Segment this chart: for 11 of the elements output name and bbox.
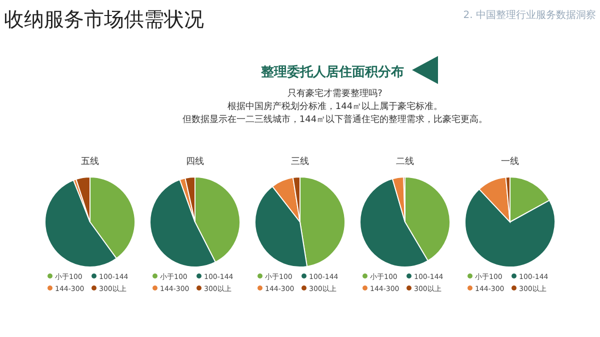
- chart-title: 二线: [396, 156, 414, 167]
- text: 2. 中国整理行业服务数据洞察: [463, 9, 596, 21]
- text: 但数据显示在一二三线城市，144㎡以下普通住宅的整理需求，比豪宅更高。: [182, 114, 488, 125]
- text: 只有豪宅才需要整理吗?: [288, 88, 383, 99]
- text: 收纳服务市场供需状况: [4, 7, 204, 31]
- chart-title: 三线: [291, 156, 309, 167]
- chart-title: 五线: [81, 156, 99, 167]
- text: 根据中国房产税划分标准，144㎡以上属于豪宅标准。: [227, 101, 443, 112]
- chart-title: 四线: [186, 156, 204, 167]
- chart-title: 一线: [501, 156, 519, 167]
- text: 整理委托人居住面积分布: [260, 64, 404, 80]
